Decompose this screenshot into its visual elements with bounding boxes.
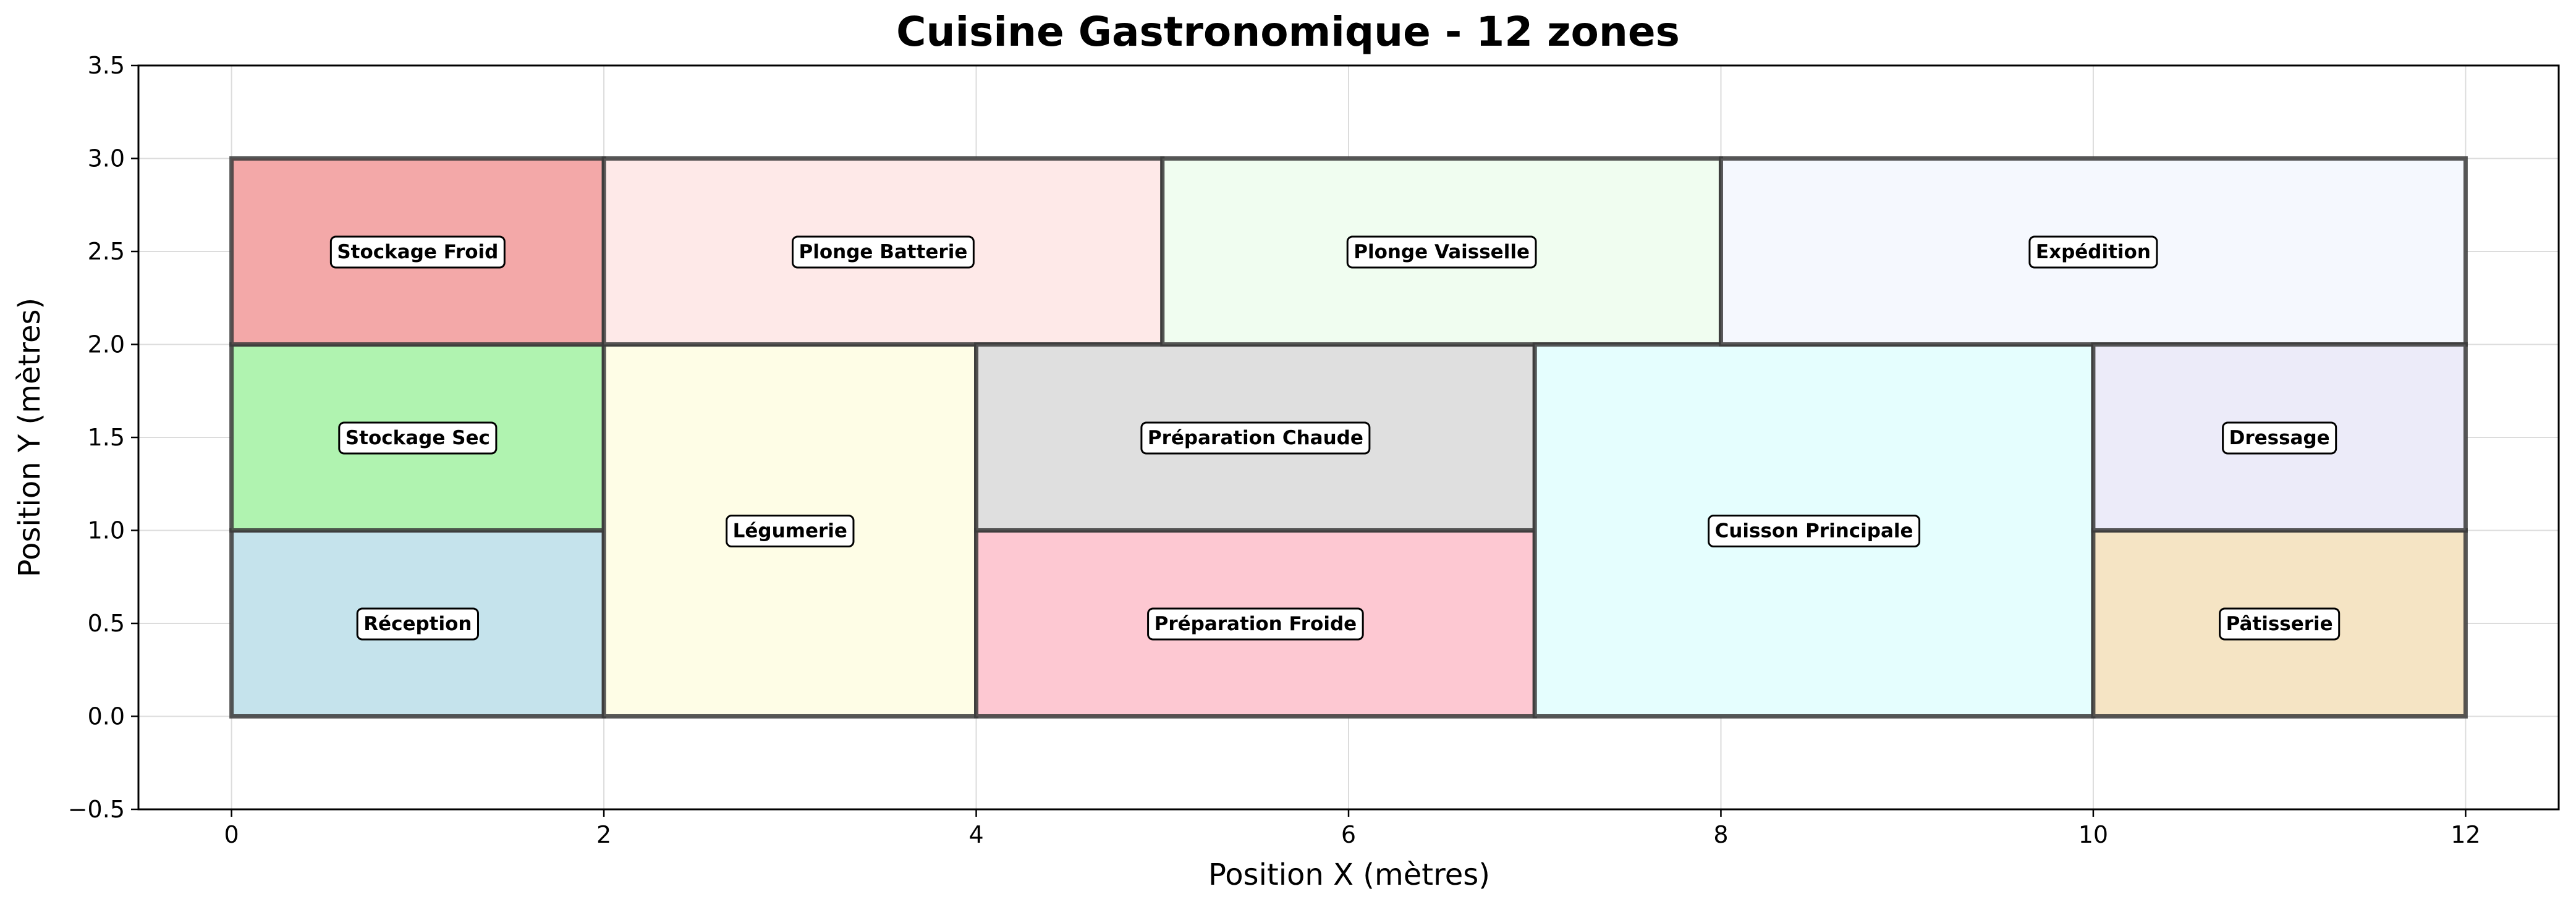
y-tick-label: 1.0: [88, 517, 125, 544]
zone-label-expedition: Expédition: [2028, 235, 2158, 269]
zone-label-legumerie: Légumerie: [726, 515, 855, 547]
zone-label-text: Expédition: [2036, 241, 2151, 263]
zone-label-box: [2028, 235, 2158, 269]
zone-label-box: [338, 421, 498, 455]
chart-title: Cuisine Gastronomique - 12 zones: [896, 8, 1680, 56]
x-tick-label: 2: [596, 821, 611, 848]
zone-label-text: Réception: [363, 613, 472, 635]
zone-label-cuisson-principale: Cuisson Principale: [1708, 515, 1921, 547]
x-tick-label: 12: [2451, 821, 2480, 848]
y-tick-label: 1.5: [88, 424, 125, 451]
zone-label-text: Stockage Sec: [345, 427, 490, 449]
x-tick-label: 8: [1713, 821, 1728, 848]
zone-label-box: [2219, 607, 2341, 641]
x-tick-label: 10: [2078, 821, 2108, 848]
zone-label-text: Pâtisserie: [2226, 613, 2333, 635]
zone-label-box: [329, 235, 506, 269]
zone-label-stockage-sec: Stockage Sec: [338, 421, 498, 455]
zone-label-box: [1140, 421, 1371, 455]
x-tick-label: 0: [224, 821, 239, 848]
x-axis-label: Position X (mètres): [1208, 858, 1490, 892]
zone-label-box: [1346, 235, 1537, 269]
zone-label-box: [2222, 421, 2337, 455]
zone-label-box: [1147, 607, 1364, 641]
y-tick-label: 0.5: [88, 610, 125, 637]
y-tick-label: 0.0: [88, 703, 125, 730]
zone-label-dressage: Dressage: [2222, 421, 2337, 455]
y-axis-label: Position Y (mètres): [12, 298, 47, 578]
zone-label-box: [726, 515, 855, 547]
y-tick-label: 3.0: [88, 145, 125, 172]
y-tick-label: 2.0: [88, 331, 125, 358]
zone-labels-layer: Réception Stockage Sec Stockage Froid Légum…: [329, 235, 2341, 641]
zone-label-text: Dressage: [2229, 427, 2330, 449]
y-tick-label: 3.5: [88, 52, 125, 79]
x-tick-label: 4: [968, 821, 983, 848]
zone-label-reception: Réception: [356, 607, 480, 641]
zone-label-preparation-froide: Préparation Froide: [1147, 607, 1364, 641]
zone-label-plonge-batterie: Plonge Batterie: [791, 235, 975, 269]
zone-label-text: Plonge Vaisselle: [1354, 241, 1530, 263]
zone-label-stockage-froid: Stockage Froid: [329, 235, 506, 269]
zone-label-plonge-vaisselle: Plonge Vaisselle: [1346, 235, 1537, 269]
zone-label-text: Cuisson Principale: [1715, 520, 1913, 542]
y-tick-label: 2.5: [88, 238, 125, 265]
zone-label-box: [356, 607, 480, 641]
zone-label-patisserie: Pâtisserie: [2219, 607, 2341, 641]
zone-label-text: Préparation Chaude: [1148, 427, 1363, 449]
zone-label-box: [1708, 515, 1921, 547]
zone-label-text: Légumerie: [733, 520, 847, 542]
zone-label-text: Préparation Froide: [1155, 613, 1357, 635]
y-tick-label: −0.5: [68, 796, 125, 823]
zone-label-text: Plonge Batterie: [799, 241, 967, 263]
ticks-layer: 0 2 4 6 8 10 12 −0.5 0.0 0.5 1.0 1.5 2.0 2.5 3.0 3.5: [68, 52, 2481, 848]
zone-label-preparation-chaude: Préparation Chaude: [1140, 421, 1371, 455]
x-tick-label: 6: [1341, 821, 1356, 848]
zone-label-text: Stockage Froid: [337, 241, 498, 263]
zone-label-box: [791, 235, 975, 269]
